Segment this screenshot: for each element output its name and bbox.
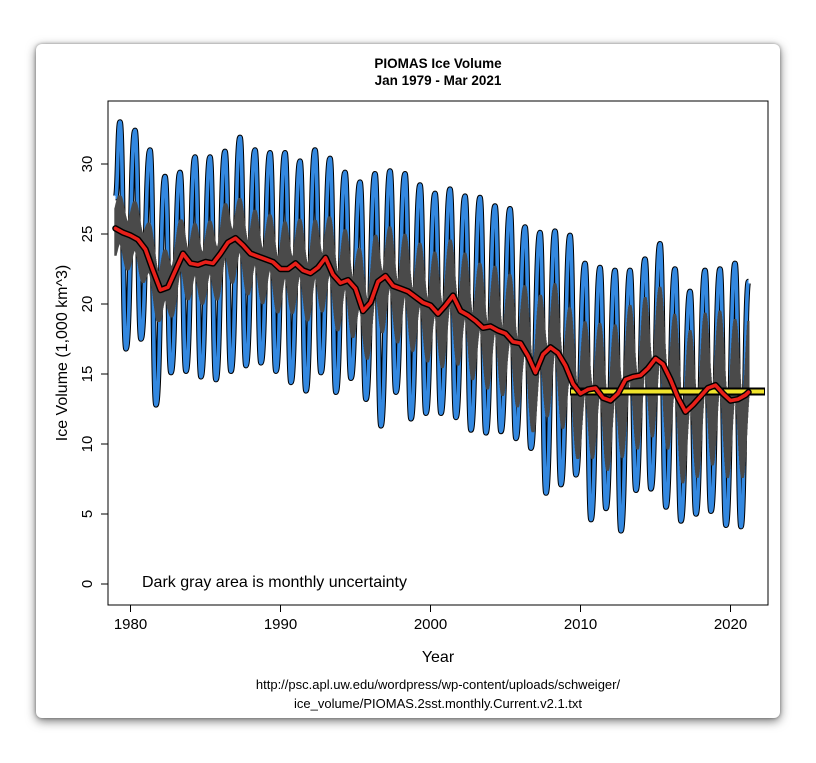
x-tick-label: 1980 [114, 616, 147, 633]
y-axis: 0 5 10 15 20 25 30 [79, 156, 109, 588]
x-tick-label: 2020 [714, 616, 747, 633]
y-axis-label: Ice Volume (1,000 km^3) [54, 265, 71, 441]
y-tick-label: 0 [79, 580, 96, 588]
smoothed-series-line [113, 226, 751, 414]
plot-area [112, 119, 765, 534]
x-tick-label: 2010 [564, 616, 597, 633]
source-url-line-1[interactable]: http://psc.apl.uw.edu/wordpress/wp-conte… [256, 677, 621, 692]
uncertainty-band [114, 195, 750, 484]
x-tick-label: 1990 [264, 616, 297, 633]
y-tick-label: 10 [79, 436, 96, 453]
y-tick-label: 5 [79, 510, 96, 518]
x-axis: 1980 1990 2000 2010 2020 [114, 604, 747, 633]
x-tick-label: 2000 [414, 616, 447, 633]
monthly-series-line [113, 120, 751, 533]
source-url-line-2[interactable]: ice_volume/PIOMAS.2sst.monthly.Current.v… [294, 696, 582, 711]
y-tick-label: 15 [79, 366, 96, 383]
chart-title: PIOMAS Ice Volume [374, 56, 502, 71]
chart-subtitle: Jan 1979 - Mar 2021 [375, 73, 502, 88]
y-tick-label: 20 [79, 296, 96, 313]
uncertainty-annotation: Dark gray area is monthly uncertainty [142, 574, 407, 591]
x-axis-label: Year [422, 649, 455, 666]
y-tick-label: 25 [79, 226, 96, 243]
y-tick-label: 30 [79, 156, 96, 173]
